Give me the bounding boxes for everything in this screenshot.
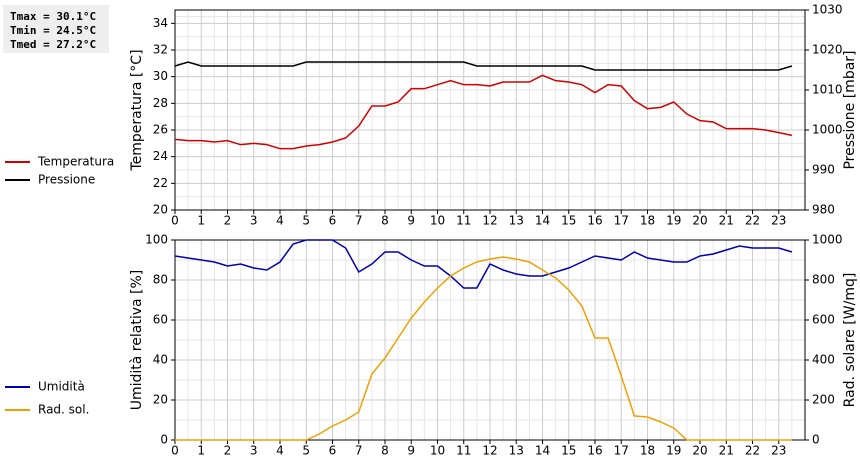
- x-tick-label: 12: [482, 214, 497, 228]
- y-tick-label: 80: [153, 273, 168, 287]
- y-tick-label: 60: [153, 313, 168, 327]
- x-tick-label: 10: [430, 444, 445, 458]
- series-line: [174, 74, 793, 150]
- x-tick-label: 19: [666, 214, 681, 228]
- x-tick-label: 9: [407, 444, 415, 458]
- y2-axis-title: Rad. solare [W/mq]: [842, 273, 858, 408]
- x-tick-label: 7: [355, 444, 363, 458]
- y-axis-title: Temperatura [°C]: [129, 49, 145, 171]
- y-tick-label: 40: [153, 353, 168, 367]
- x-tick-label: 2: [224, 444, 232, 458]
- x-tick-label: 22: [745, 444, 760, 458]
- stat: Tmed = 27.2°C: [10, 38, 96, 51]
- y-tick-label: 28: [153, 96, 168, 110]
- series-line: [174, 239, 793, 289]
- y-tick-label: 20: [153, 203, 168, 217]
- x-tick-label: 16: [587, 444, 602, 458]
- x-tick-label: 23: [771, 444, 786, 458]
- x-tick-label: 4: [276, 214, 284, 228]
- y-tick-label: 22: [153, 176, 168, 190]
- y-tick-label: 34: [153, 16, 168, 30]
- x-tick-label: 13: [509, 444, 524, 458]
- legend-label: Umidità: [38, 380, 85, 394]
- y2-tick-label: 1010: [812, 83, 843, 97]
- y2-tick-label: 1000: [812, 123, 843, 137]
- x-tick-label: 14: [535, 444, 550, 458]
- y2-tick-label: 1020: [812, 43, 843, 57]
- x-tick-label: 1: [197, 214, 205, 228]
- y-tick-label: 32: [153, 43, 168, 57]
- x-tick-label: 17: [614, 214, 629, 228]
- legend-label: Temperatura: [37, 155, 114, 169]
- y2-tick-label: 1030: [812, 3, 843, 17]
- x-tick-label: 7: [355, 214, 363, 228]
- x-tick-label: 8: [381, 444, 389, 458]
- x-tick-label: 14: [535, 214, 550, 228]
- plot-frame: [174, 9, 806, 211]
- x-tick-label: 4: [276, 444, 284, 458]
- y-tick-label: 20: [153, 393, 168, 407]
- y2-tick-label: 0: [812, 433, 820, 447]
- y2-axis-title: Pressione [mbar]: [842, 50, 858, 169]
- x-tick-label: 10: [430, 214, 445, 228]
- x-tick-label: 6: [329, 444, 337, 458]
- x-tick-label: 3: [250, 444, 258, 458]
- x-tick-label: 3: [250, 214, 258, 228]
- y2-tick-label: 990: [812, 163, 835, 177]
- y2-tick-label: 400: [812, 353, 835, 367]
- y-axis-title: Umidità relativa [%]: [129, 270, 145, 411]
- stats-box: [3, 5, 109, 53]
- x-tick-label: 0: [171, 444, 179, 458]
- x-tick-label: 17: [614, 444, 629, 458]
- y-tick-label: 100: [145, 233, 168, 247]
- x-tick-label: 5: [302, 444, 310, 458]
- x-tick-label: 6: [329, 214, 337, 228]
- x-tick-label: 20: [692, 214, 707, 228]
- legend-label: Rad. sol.: [38, 403, 89, 417]
- x-tick-label: 5: [302, 214, 310, 228]
- x-tick-label: 19: [666, 444, 681, 458]
- stat: Tmin = 24.5°C: [10, 24, 96, 37]
- x-tick-label: 22: [745, 214, 760, 228]
- y-tick-label: 30: [153, 69, 168, 83]
- x-tick-label: 13: [509, 214, 524, 228]
- x-tick-label: 15: [561, 444, 576, 458]
- x-tick-label: 11: [456, 444, 471, 458]
- x-tick-label: 8: [381, 214, 389, 228]
- y2-tick-label: 800: [812, 273, 835, 287]
- y-tick-label: 26: [153, 123, 168, 137]
- x-tick-label: 2: [224, 214, 232, 228]
- x-tick-label: 0: [171, 214, 179, 228]
- y2-tick-label: 1000: [812, 233, 843, 247]
- x-tick-label: 18: [640, 214, 655, 228]
- x-tick-label: 20: [692, 444, 707, 458]
- x-tick-label: 9: [407, 214, 415, 228]
- plot-frame: [174, 239, 806, 441]
- x-tick-label: 12: [482, 444, 497, 458]
- legend-label: Pressione: [38, 173, 95, 187]
- x-tick-label: 21: [719, 214, 734, 228]
- y2-tick-label: 600: [812, 313, 835, 327]
- x-tick-label: 21: [719, 444, 734, 458]
- series-line: [174, 61, 793, 71]
- x-tick-label: 16: [587, 214, 602, 228]
- x-tick-label: 15: [561, 214, 576, 228]
- stat: Tmax = 30.1°C: [10, 10, 96, 23]
- x-tick-label: 11: [456, 214, 471, 228]
- series-line: [175, 256, 792, 441]
- x-tick-label: 1: [197, 444, 205, 458]
- x-tick-label: 18: [640, 444, 655, 458]
- y2-tick-label: 980: [812, 203, 835, 217]
- y2-tick-label: 200: [812, 393, 835, 407]
- y-tick-label: 0: [160, 433, 168, 447]
- y-tick-label: 24: [153, 149, 168, 163]
- x-tick-label: 23: [771, 214, 786, 228]
